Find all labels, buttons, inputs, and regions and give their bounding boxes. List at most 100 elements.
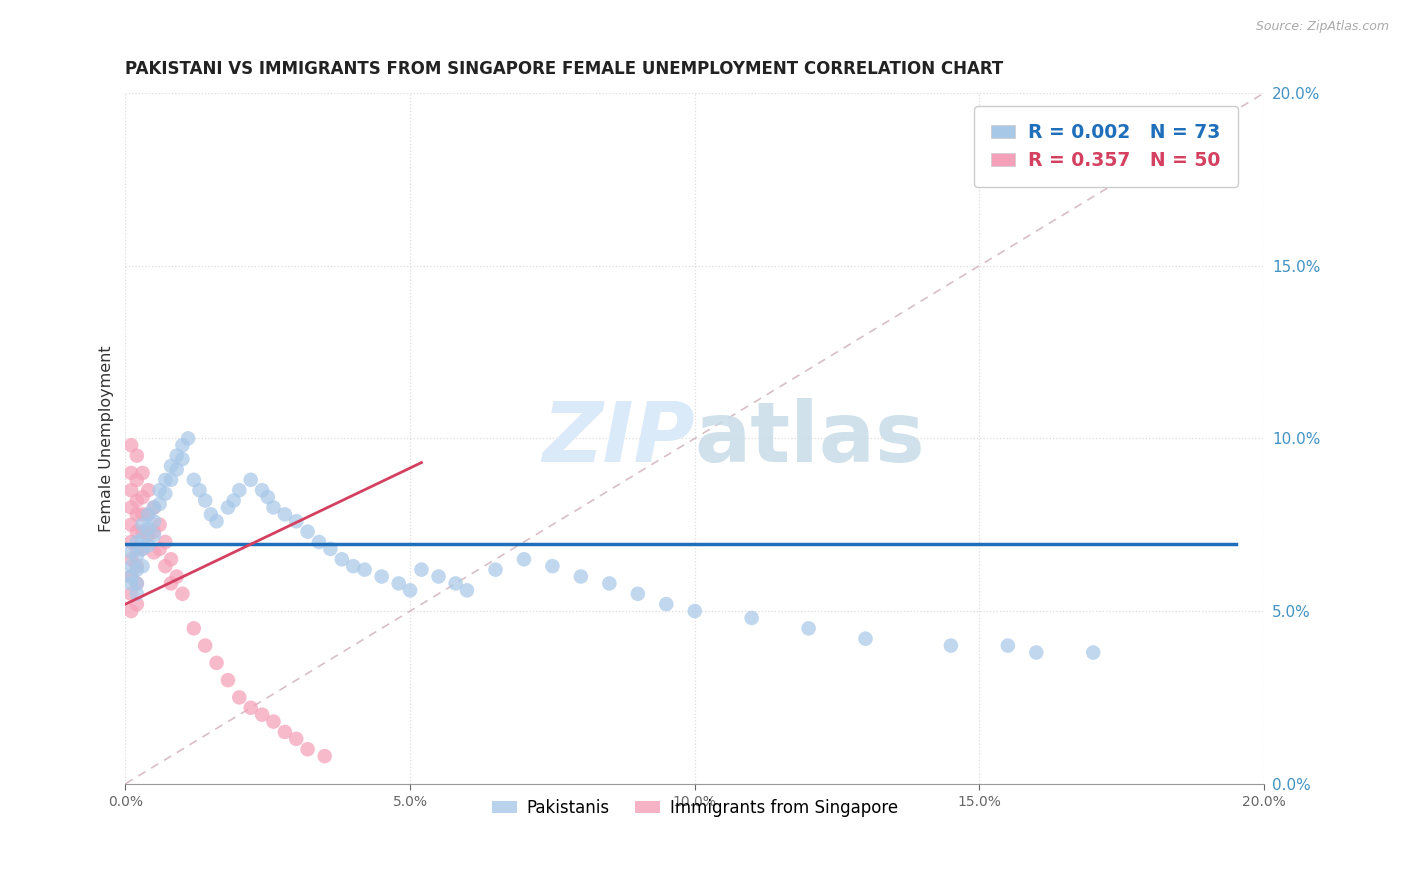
Point — [120, 569, 142, 583]
Point — [274, 725, 297, 739]
Point — [120, 559, 142, 574]
Point — [194, 639, 217, 653]
Point — [569, 569, 592, 583]
Point — [263, 714, 285, 729]
Point — [285, 514, 308, 528]
Point — [194, 493, 217, 508]
Point — [484, 563, 506, 577]
Point — [125, 508, 148, 522]
Point — [228, 690, 250, 705]
Point — [541, 559, 564, 574]
Point — [308, 535, 330, 549]
Point — [200, 508, 222, 522]
Point — [125, 549, 148, 563]
Point — [149, 497, 172, 511]
Point — [142, 514, 165, 528]
Point — [125, 541, 148, 556]
Y-axis label: Female Unemployment: Female Unemployment — [100, 345, 114, 532]
Point — [172, 587, 194, 601]
Point — [330, 552, 353, 566]
Point — [155, 486, 177, 500]
Point — [250, 707, 273, 722]
Point — [166, 449, 188, 463]
Point — [314, 749, 336, 764]
Point — [228, 483, 250, 498]
Point — [120, 587, 142, 601]
Point — [142, 500, 165, 515]
Point — [120, 438, 142, 452]
Point — [131, 524, 153, 539]
Point — [263, 500, 285, 515]
Point — [160, 458, 183, 473]
Point — [136, 483, 159, 498]
Point — [131, 490, 153, 504]
Text: ZIP: ZIP — [543, 398, 695, 479]
Point — [217, 500, 239, 515]
Point — [1025, 646, 1047, 660]
Point — [427, 569, 450, 583]
Point — [120, 552, 142, 566]
Point — [125, 597, 148, 611]
Point — [1083, 646, 1105, 660]
Point — [177, 431, 200, 445]
Point — [125, 449, 148, 463]
Point — [513, 552, 536, 566]
Point — [142, 528, 165, 542]
Point — [353, 563, 375, 577]
Point — [997, 639, 1019, 653]
Point — [183, 621, 205, 635]
Point — [131, 541, 153, 556]
Text: PAKISTANI VS IMMIGRANTS FROM SINGAPORE FEMALE UNEMPLOYMENT CORRELATION CHART: PAKISTANI VS IMMIGRANTS FROM SINGAPORE F… — [125, 60, 1004, 78]
Point — [131, 508, 153, 522]
Point — [274, 508, 297, 522]
Point — [155, 559, 177, 574]
Point — [120, 500, 142, 515]
Point — [136, 528, 159, 542]
Point — [444, 576, 467, 591]
Text: atlas: atlas — [695, 398, 925, 479]
Point — [149, 517, 172, 532]
Point — [155, 473, 177, 487]
Point — [120, 483, 142, 498]
Point — [125, 576, 148, 591]
Point — [172, 438, 194, 452]
Point — [120, 569, 142, 583]
Point — [160, 473, 183, 487]
Point — [683, 604, 706, 618]
Point — [155, 535, 177, 549]
Point — [125, 563, 148, 577]
Point — [342, 559, 364, 574]
Point — [160, 576, 183, 591]
Point — [125, 493, 148, 508]
Point — [399, 583, 422, 598]
Point — [125, 524, 148, 539]
Point — [939, 639, 962, 653]
Point — [855, 632, 877, 646]
Point — [1111, 172, 1133, 186]
Point — [120, 604, 142, 618]
Point — [166, 462, 188, 476]
Point — [142, 500, 165, 515]
Point — [136, 508, 159, 522]
Point — [388, 576, 411, 591]
Point — [136, 521, 159, 535]
Point — [142, 545, 165, 559]
Point — [120, 535, 142, 549]
Point — [797, 621, 820, 635]
Point — [627, 587, 650, 601]
Point — [183, 473, 205, 487]
Point — [120, 466, 142, 480]
Point — [125, 473, 148, 487]
Point — [131, 517, 153, 532]
Point — [131, 559, 153, 574]
Point — [250, 483, 273, 498]
Point — [125, 587, 148, 601]
Point — [297, 524, 319, 539]
Point — [297, 742, 319, 756]
Point — [125, 559, 148, 574]
Point — [370, 569, 392, 583]
Point — [222, 493, 245, 508]
Point — [131, 532, 153, 546]
Point — [166, 569, 188, 583]
Point — [188, 483, 211, 498]
